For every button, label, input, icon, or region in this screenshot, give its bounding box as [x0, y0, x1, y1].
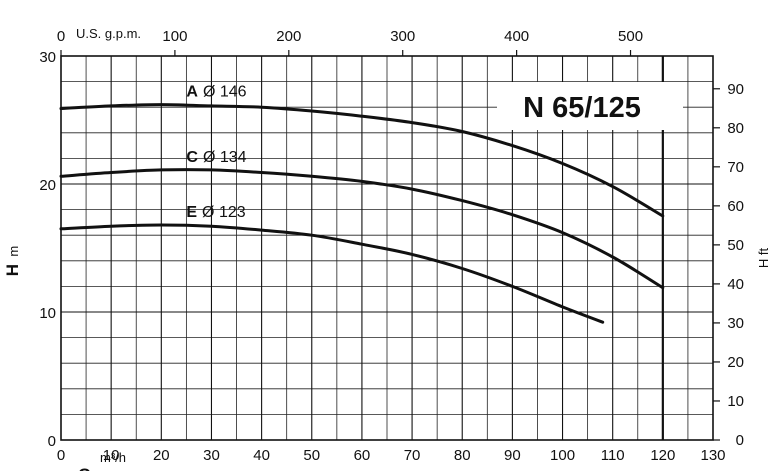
x-axis-title: Q — [78, 465, 91, 471]
y2-tick-label: 20 — [727, 354, 744, 371]
y2-tick-label: 50 — [727, 237, 744, 254]
x-axis-unit: m³/h — [100, 450, 126, 465]
x-tick-label: 30 — [203, 447, 220, 464]
x2-axis-unit: U.S. g.p.m. — [76, 26, 141, 41]
x-tick-label: 90 — [504, 447, 521, 464]
x2-tick-label: 100 — [162, 28, 187, 45]
curve-diameter: Ø 134 — [203, 149, 247, 166]
curve-diameter: Ø 146 — [203, 84, 247, 101]
x-tick-label: 60 — [354, 447, 371, 464]
y2-tick-label: 40 — [727, 276, 744, 293]
plot-frame — [60, 55, 714, 441]
y2-tick-label: 90 — [727, 81, 744, 98]
model-title: N 65/125 — [523, 92, 641, 124]
x-tick-label: 40 — [253, 447, 270, 464]
svg-text:H m: H m — [3, 246, 22, 277]
x-tick-label: 110 — [601, 447, 625, 464]
x-tick-label: 0 — [57, 447, 65, 464]
y2-tick-label: 70 — [727, 159, 744, 176]
y-tick-label: 10 — [39, 305, 56, 322]
model-title-box — [497, 82, 683, 130]
curve-a — [59, 103, 665, 218]
x2-tick-label: 300 — [390, 28, 415, 45]
y2-axis-title: H ft — [756, 248, 771, 269]
y-axis-unit: m — [6, 246, 21, 257]
curve-label-e: E Ø 123 — [186, 204, 245, 221]
y2-tick-label: 0 — [736, 432, 744, 449]
curve-letter: C — [186, 149, 198, 166]
x-tick-label: 130 — [700, 447, 725, 464]
x-tick-label: 50 — [303, 447, 320, 464]
x2-tick-label: 400 — [504, 28, 529, 45]
y2-tick-label: 60 — [727, 198, 744, 215]
y2-tick-label: 30 — [727, 315, 744, 332]
x-tick-label: 10 — [103, 447, 120, 464]
curve-letter: A — [186, 84, 198, 101]
y-tick-label: 0 — [48, 433, 56, 450]
minor-grid — [61, 56, 713, 440]
x-tick-label: 20 — [153, 447, 170, 464]
y2-tick-label: 10 — [727, 393, 744, 410]
x2-tick-label: 500 — [618, 28, 643, 45]
x-tick-label: 70 — [404, 447, 421, 464]
x-tick-label: 120 — [650, 447, 675, 464]
y2-tick-label: 80 — [727, 120, 744, 137]
x2-tick-label: 200 — [276, 28, 301, 45]
curve-e — [59, 223, 605, 324]
curve-label-a: A Ø 146 — [186, 84, 246, 101]
y-tick-label: 30 — [39, 49, 56, 66]
x-tick-label: 100 — [550, 447, 575, 464]
curve-diameter: Ø 123 — [202, 204, 246, 221]
x2-tick-label: 0 — [57, 28, 65, 45]
y-axis-title: H m — [3, 246, 22, 277]
y-axis-label: H — [3, 264, 22, 276]
y-tick-label: 20 — [39, 177, 56, 194]
curves: A Ø 146 C Ø 134 E Ø 123 — [59, 84, 665, 324]
curve-label-c: C Ø 134 — [186, 149, 246, 166]
x-tick-label: 80 — [454, 447, 471, 464]
curve-letter: E — [186, 204, 197, 221]
curve-c — [59, 168, 665, 290]
